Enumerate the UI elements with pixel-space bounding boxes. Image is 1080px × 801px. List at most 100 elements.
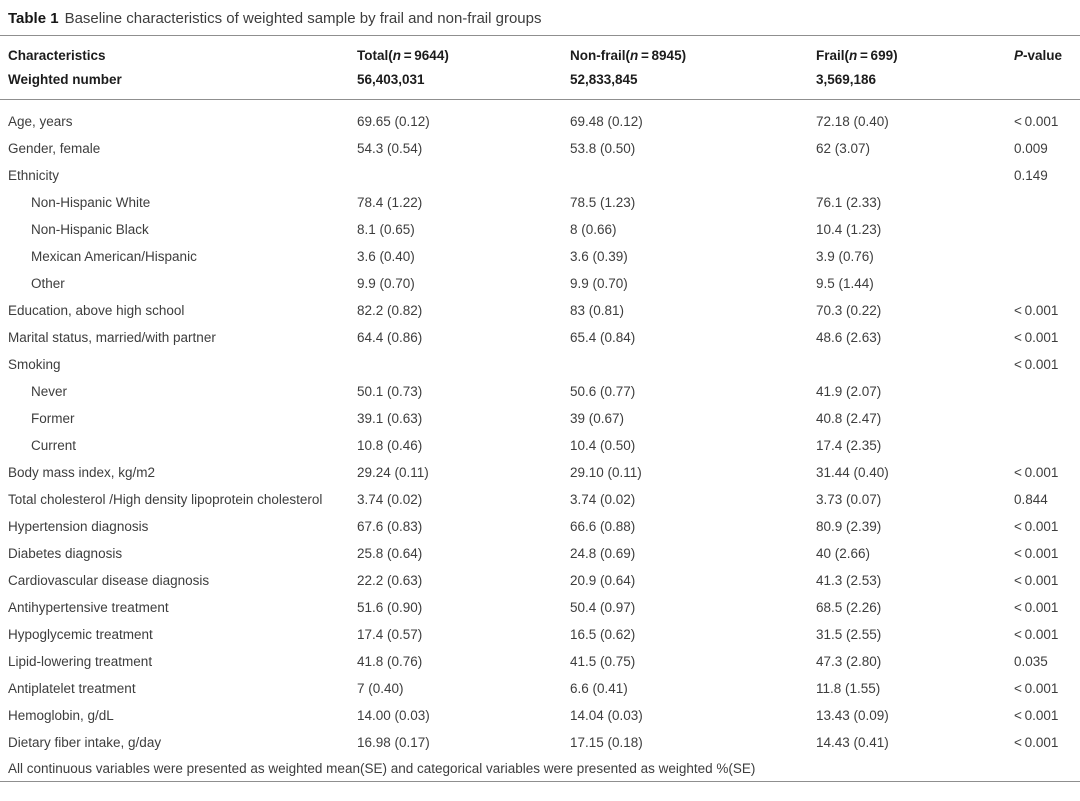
table-footnote: All continuous variables were presented … (8, 761, 756, 776)
col-header-pvalue: P-value (1014, 48, 1063, 63)
cell-total: 3.6 (0.40) (357, 249, 415, 264)
cell-pvalue: < 0.001 (1014, 600, 1059, 615)
table-body: Age, years 69.65 (0.12) 69.48 (0.12) 72.… (0, 100, 1080, 757)
cell-frail: 76.1 (2.33) (816, 195, 882, 210)
cell-pvalue: < 0.001 (1014, 573, 1059, 588)
table-row: Hypoglycemic treatment 17.4 (0.57) 16.5 … (8, 622, 1072, 649)
table-row: Smoking < 0.001 (8, 352, 1072, 379)
col-header-characteristics: Characteristics (8, 48, 106, 63)
cell-pvalue: 0.035 (1014, 654, 1048, 669)
weighted-number-frail: 3,569,186 (816, 72, 877, 87)
cell-nonfrail: 6.6 (0.41) (570, 681, 628, 696)
cell-characteristic: Education, above high school (8, 303, 185, 318)
top-rule (0, 35, 1080, 36)
cell-characteristic: Smoking (8, 357, 61, 372)
cell-pvalue: < 0.001 (1014, 114, 1059, 129)
cell-characteristic: Antiplatelet treatment (8, 681, 136, 696)
cell-frail: 40 (2.66) (816, 546, 871, 561)
cell-total: 78.4 (1.22) (357, 195, 423, 210)
cell-nonfrail: 78.5 (1.23) (570, 195, 636, 210)
cell-total: 51.6 (0.90) (357, 600, 423, 615)
cell-characteristic: Non-Hispanic White (31, 195, 151, 210)
table-row: Total cholesterol /High density lipoprot… (8, 487, 1072, 514)
cell-nonfrail: 53.8 (0.50) (570, 141, 636, 156)
cell-pvalue (1014, 433, 1072, 460)
cell-characteristic: Lipid-lowering treatment (8, 654, 153, 669)
cell-frail: 47.3 (2.80) (816, 654, 882, 669)
cell-frail: 41.9 (2.07) (816, 384, 882, 399)
cell-nonfrail: 39 (0.67) (570, 411, 625, 426)
cell-pvalue (1014, 271, 1072, 298)
table-row: Non-Hispanic Black 8.1 (0.65) 8 (0.66) 1… (8, 217, 1072, 244)
cell-pvalue: < 0.001 (1014, 465, 1059, 480)
cell-frail: 41.3 (2.53) (816, 573, 882, 588)
cell-frail: 72.18 (0.40) (816, 114, 889, 129)
table-row: Former 39.1 (0.63) 39 (0.67) 40.8 (2.47) (8, 406, 1072, 433)
cell-nonfrail: 66.6 (0.88) (570, 519, 636, 534)
table-header: Characteristics Total(n = 9644) Non-frai… (0, 36, 1080, 99)
table-row: Education, above high school 82.2 (0.82)… (8, 298, 1072, 325)
cell-nonfrail: 3.6 (0.39) (570, 249, 628, 264)
table-row: Dietary fiber intake, g/day 16.98 (0.17)… (8, 730, 1072, 757)
cell-characteristic: Hypoglycemic treatment (8, 627, 153, 642)
table-row: Diabetes diagnosis 25.8 (0.64) 24.8 (0.6… (8, 541, 1072, 568)
table-row: Mexican American/Hispanic 3.6 (0.40) 3.6… (8, 244, 1072, 271)
weighted-number-total: 56,403,031 (357, 72, 425, 87)
cell-characteristic: Age, years (8, 114, 73, 129)
table-caption: Baseline characteristics of weighted sam… (64, 10, 542, 27)
table-row: Ethnicity 0.149 (8, 163, 1072, 190)
cell-frail: 13.43 (0.09) (816, 708, 889, 723)
table-row: Gender, female 54.3 (0.54) 53.8 (0.50) 6… (8, 136, 1072, 163)
cell-total: 9.9 (0.70) (357, 276, 415, 291)
cell-pvalue (1014, 244, 1072, 271)
cell-pvalue: < 0.001 (1014, 303, 1059, 318)
cell-pvalue: 0.149 (1014, 168, 1048, 183)
cell-pvalue: < 0.001 (1014, 330, 1059, 345)
cell-characteristic: Never (31, 384, 68, 399)
cell-characteristic: Ethnicity (8, 168, 60, 183)
cell-characteristic: Current (31, 438, 77, 453)
cell-frail: 17.4 (2.35) (816, 438, 882, 453)
cell-pvalue (1014, 190, 1072, 217)
cell-characteristic: Marital status, married/with partner (8, 330, 216, 345)
header-rule (0, 99, 1080, 100)
table-row: Hemoglobin, g/dL 14.00 (0.03) 14.04 (0.0… (8, 703, 1072, 730)
cell-pvalue (1014, 406, 1072, 433)
cell-pvalue: < 0.001 (1014, 357, 1059, 372)
cell-frail: 31.44 (0.40) (816, 465, 889, 480)
cell-total (357, 163, 570, 190)
cell-total: 69.65 (0.12) (357, 114, 430, 129)
cell-total: 82.2 (0.82) (357, 303, 423, 318)
cell-nonfrail: 65.4 (0.84) (570, 330, 636, 345)
cell-pvalue: < 0.001 (1014, 681, 1059, 696)
cell-characteristic: Antihypertensive treatment (8, 600, 169, 615)
cell-frail (816, 163, 1014, 190)
cell-nonfrail: 20.9 (0.64) (570, 573, 636, 588)
cell-nonfrail: 83 (0.81) (570, 303, 625, 318)
cell-nonfrail: 50.6 (0.77) (570, 384, 636, 399)
cell-characteristic: Dietary fiber intake, g/day (8, 735, 162, 750)
bottom-rule (0, 781, 1080, 782)
cell-total: 64.4 (0.86) (357, 330, 423, 345)
cell-pvalue: < 0.001 (1014, 735, 1059, 750)
cell-pvalue: 0.009 (1014, 141, 1048, 156)
cell-total: 25.8 (0.64) (357, 546, 423, 561)
cell-nonfrail: 29.10 (0.11) (570, 465, 642, 480)
cell-total (357, 352, 570, 379)
cell-characteristic: Total cholesterol /High density lipoprot… (8, 492, 323, 507)
cell-nonfrail: 50.4 (0.97) (570, 600, 636, 615)
col-header-nonfrail: Non-frail(n = 8945) (570, 48, 687, 63)
cell-total: 22.2 (0.63) (357, 573, 423, 588)
cell-nonfrail: 69.48 (0.12) (570, 114, 643, 129)
weighted-number-pvalue (1014, 68, 1072, 92)
cell-nonfrail: 17.15 (0.18) (570, 735, 643, 750)
header-row-weighted-number: Weighted number 56,403,031 52,833,845 3,… (8, 68, 1072, 92)
cell-total: 17.4 (0.57) (357, 627, 423, 642)
cell-frail: 11.8 (1.55) (816, 681, 881, 696)
cell-total: 54.3 (0.54) (357, 141, 423, 156)
cell-total: 50.1 (0.73) (357, 384, 423, 399)
cell-total: 67.6 (0.83) (357, 519, 423, 534)
cell-nonfrail: 10.4 (0.50) (570, 438, 636, 453)
col-header-total: Total(n = 9644) (357, 48, 449, 63)
cell-pvalue (1014, 217, 1072, 244)
